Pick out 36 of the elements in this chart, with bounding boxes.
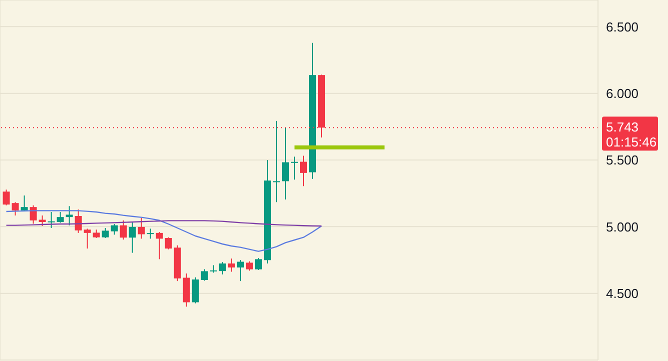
candlestick (218, 262, 226, 275)
text: 01:15:46 (606, 134, 657, 150)
candlestick (66, 206, 73, 226)
candlestick (272, 120, 280, 203)
candlestick (2, 189, 10, 206)
candlestick (128, 222, 136, 254)
candlestick (282, 126, 289, 200)
candlestick (38, 214, 46, 226)
y-tick-label: 5.000 (606, 219, 639, 234)
candlestick (30, 204, 37, 224)
candlestick (84, 228, 91, 250)
candlestick (138, 218, 145, 240)
candlestick (254, 258, 262, 270)
candlestick (110, 224, 118, 236)
candlestick (102, 228, 109, 238)
candlestick (74, 208, 82, 234)
candlestick (228, 258, 235, 272)
candlestick (290, 156, 298, 180)
y-tick-label: 6.000 (606, 86, 639, 101)
candlestick (156, 232, 163, 260)
candlestick (20, 194, 28, 212)
y-tick-label: 5.500 (606, 152, 639, 168)
candlestick (48, 212, 55, 228)
candlestick (246, 260, 253, 272)
candlestick (192, 276, 199, 304)
candlestick (146, 228, 154, 240)
y-tick-label: 4.500 (606, 286, 639, 301)
candlestick (236, 260, 244, 282)
candlestick (300, 155, 307, 187)
ref-line-label: 5.743 (606, 120, 639, 135)
candlestick (120, 220, 127, 240)
candlestick (12, 202, 19, 216)
y-tick-label: 6.500 (606, 19, 639, 34)
candlestick (164, 236, 172, 250)
candlestick (200, 268, 208, 282)
candlestick (56, 212, 64, 224)
